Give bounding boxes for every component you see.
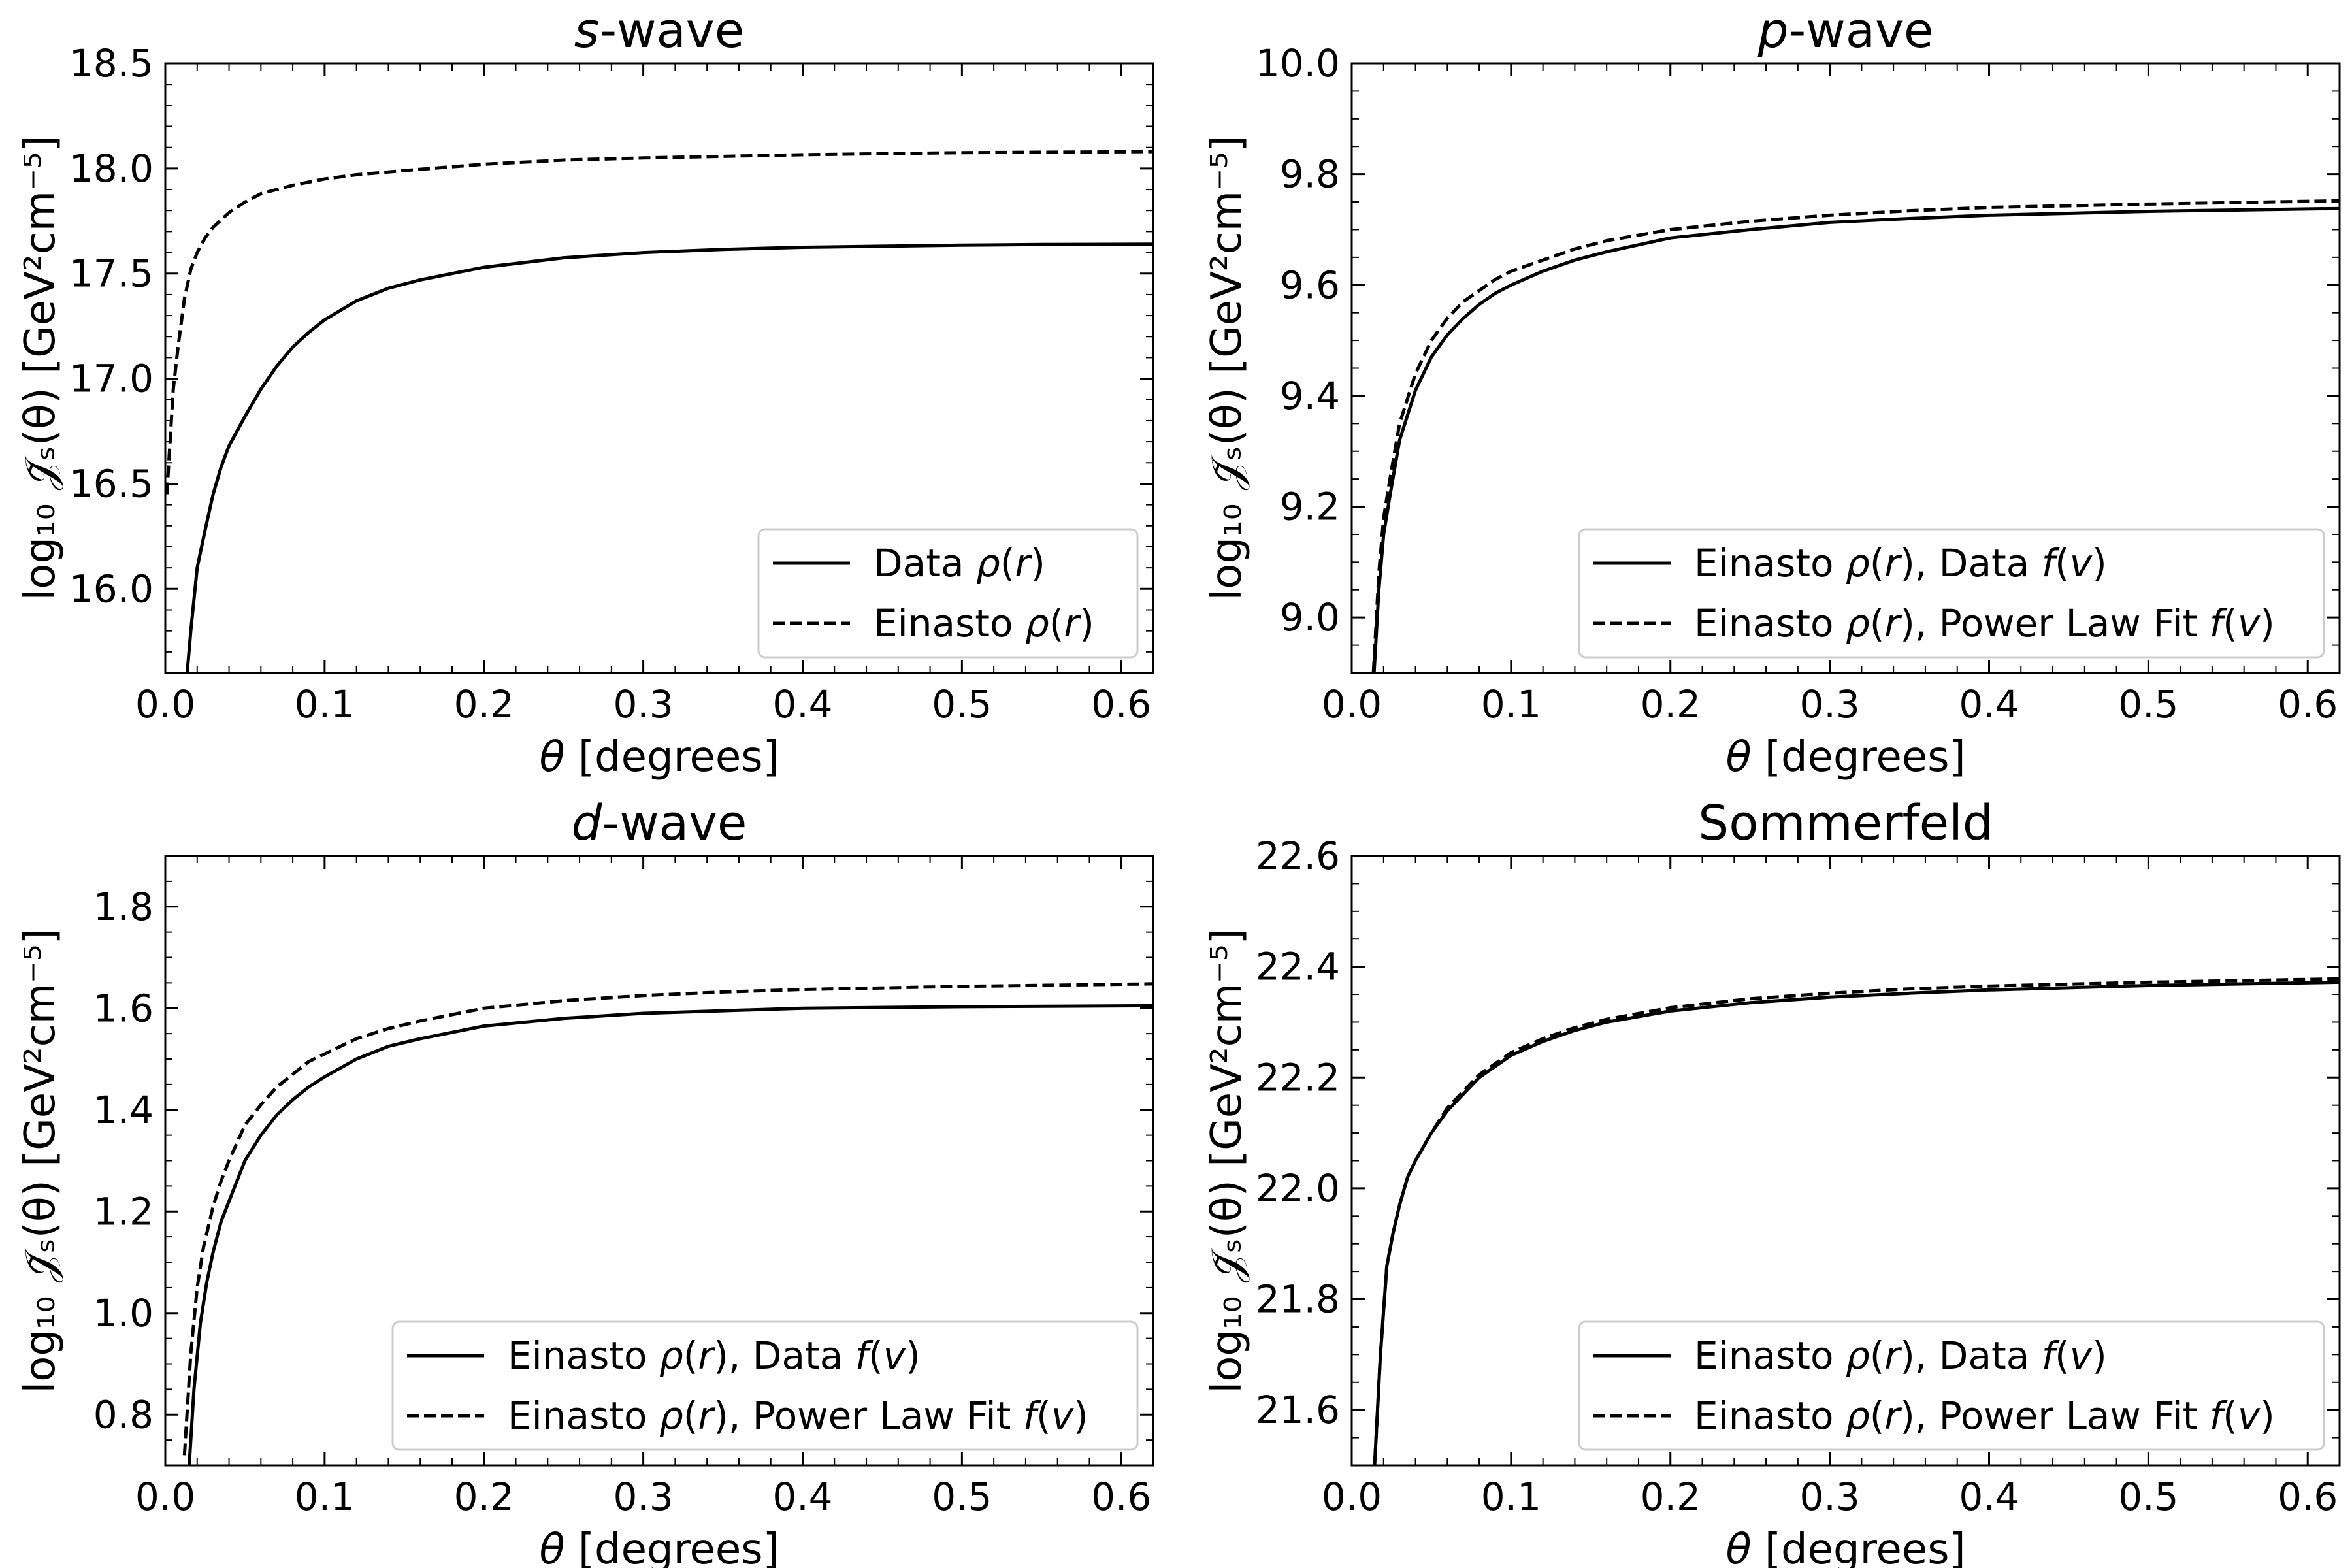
x-tick-label: 0.6	[1091, 1475, 1151, 1519]
x-tick-label: 0.1	[295, 682, 355, 727]
x-tick-label: 0.0	[135, 682, 195, 727]
y-tick-label: 17.5	[69, 252, 154, 296]
series-line-dashed	[1371, 199, 2340, 673]
y-axis-label: log₁₀ 𝒥̃ₛ(θ) [GeV²cm⁻⁵]	[1203, 928, 1251, 1393]
x-tick-label: 0.1	[295, 1475, 355, 1519]
y-axis-label: log₁₀ 𝒥̃ₛ(θ) [GeV²cm⁻⁵]	[1203, 135, 1251, 600]
y-tick-label: 22.0	[1256, 1166, 1340, 1211]
legend-box	[391, 1320, 1139, 1451]
legend-label: Einasto ρ(r), Data f(v)	[1694, 541, 2107, 585]
y-tick-label: 22.4	[1256, 945, 1340, 989]
chart-panel-4: 0.0 0.1 0.2 0.3 0.4 0.5 0.6 21.6 21.8 22.0 22.2 22.…	[1203, 795, 2341, 1568]
legend-label: Einasto ρ(r), Power Law Fit f(v)	[508, 1394, 1088, 1438]
plot-frame	[164, 62, 1154, 674]
series-line-solid	[188, 1004, 1153, 1465]
x-axis-label: θ [degrees]	[539, 1526, 779, 1568]
legend-label: Einasto ρ(r), Power Law Fit f(v)	[1694, 1394, 2275, 1438]
x-axis-label: θ [degrees]	[539, 733, 779, 781]
y-tick-label: 1.6	[93, 986, 154, 1030]
series-line-dashed	[165, 150, 1153, 495]
y-tick-label: 9.0	[1280, 595, 1340, 640]
x-tick-label: 0.0	[135, 1475, 195, 1519]
x-tick-label: 0.5	[932, 1475, 992, 1519]
x-tick-label: 0.2	[1641, 682, 1701, 727]
y-tick-label: 9.6	[1280, 263, 1340, 307]
x-tick-label: 0.5	[2118, 1475, 2178, 1519]
series-line-dashed	[182, 982, 1153, 1456]
y-tick-label: 18.0	[69, 146, 154, 191]
legend: Data ρ(r) Einasto ρ(r)	[757, 528, 1139, 659]
chart-panel-3: 0.0 0.1 0.2 0.3 0.4 0.5 0.6 0.8 1.0 1.2 1.4 1.6 1.8 d…	[16, 795, 1154, 1568]
x-tick-label: 0.6	[2278, 1475, 2338, 1519]
x-tick-label: 0.0	[1322, 682, 1382, 727]
y-tick-label: 16.0	[69, 566, 154, 611]
series-line-solid	[1372, 206, 2340, 673]
chart-panel-1: 0.0 0.1 0.2 0.3 0.4 0.5 0.6 16.0 16.5 17.0 17.5 18.…	[16, 3, 1154, 781]
x-tick-label: 0.3	[1799, 1475, 1859, 1519]
y-tick-label: 17.0	[69, 357, 154, 401]
x-tick-label: 0.2	[454, 682, 514, 727]
legend-label: Einasto ρ(r), Data f(v)	[1694, 1333, 2107, 1378]
y-axis-label: log₁₀ 𝒥̃ₛ(θ) [GeV²cm⁻⁵]	[16, 928, 65, 1393]
y-tick-label: 9.2	[1280, 485, 1340, 529]
y-tick-label: 0.8	[93, 1392, 154, 1437]
y-tick-label: 1.8	[93, 885, 154, 929]
x-axis-label: θ [degrees]	[1725, 733, 1965, 781]
chart-title: s-wave	[574, 3, 744, 59]
x-tick-label: 0.3	[1799, 682, 1859, 727]
x-tick-label: 0.3	[613, 1475, 673, 1519]
x-tick-label: 0.5	[932, 682, 992, 727]
y-tick-label: 1.2	[93, 1189, 154, 1233]
legend-label: Data ρ(r)	[874, 541, 1045, 585]
y-tick-label: 10.0	[1256, 41, 1340, 86]
y-tick-label: 1.4	[93, 1088, 154, 1132]
y-tick-label: 22.6	[1256, 834, 1340, 878]
chart-title: p-wave	[1757, 3, 1934, 59]
series-line-dashed	[1373, 977, 2340, 1465]
x-tick-label: 0.5	[2118, 682, 2178, 727]
y-tick-label: 22.2	[1256, 1055, 1340, 1100]
chart-title: Sommerfeld	[1698, 795, 1993, 851]
legend-label: Einasto ρ(r), Data f(v)	[508, 1333, 921, 1378]
y-tick-label: 21.6	[1256, 1388, 1340, 1432]
series-line-solid	[185, 242, 1153, 673]
x-tick-label: 0.0	[1322, 1475, 1382, 1519]
chart-panel-2: 0.0 0.1 0.2 0.3 0.4 0.5 0.6 9.0 9.2 9.4 9.6 9.8 10.0…	[1203, 3, 2341, 781]
legend-label: Einasto ρ(r), Power Law Fit f(v)	[1694, 601, 2275, 645]
y-tick-label: 18.5	[69, 41, 154, 86]
x-tick-label: 0.4	[1959, 1475, 2019, 1519]
legend-box	[1578, 528, 2325, 659]
x-tick-label: 0.4	[772, 682, 832, 727]
x-tick-label: 0.1	[1481, 682, 1541, 727]
x-tick-label: 0.1	[1481, 1475, 1541, 1519]
x-axis-label: θ [degrees]	[1725, 1526, 1965, 1568]
chart-title: d-wave	[572, 795, 747, 851]
legend: Einasto ρ(r), Data f(v) Einasto ρ(r), Pow…	[391, 1320, 1139, 1451]
x-tick-label: 0.2	[454, 1475, 514, 1519]
x-tick-label: 0.4	[1959, 682, 2019, 727]
x-tick-label: 0.6	[2278, 682, 2338, 727]
x-tick-label: 0.2	[1641, 1475, 1701, 1519]
x-tick-label: 0.3	[613, 682, 673, 727]
legend: Einasto ρ(r), Data f(v) Einasto ρ(r), Pow…	[1578, 1320, 2325, 1451]
y-tick-label: 9.8	[1280, 152, 1340, 197]
y-tick-label: 1.0	[93, 1291, 154, 1335]
y-tick-label: 21.8	[1256, 1277, 1340, 1322]
legend: Einasto ρ(r), Data f(v) Einasto ρ(r), Pow…	[1578, 528, 2325, 659]
y-tick-label: 9.4	[1280, 374, 1340, 418]
legend-label: Einasto ρ(r)	[874, 601, 1094, 645]
y-axis-label: log₁₀ 𝒥̃ₛ(θ) [GeV²cm⁻⁵]	[16, 135, 65, 600]
legend-box	[1578, 1320, 2325, 1451]
x-tick-label: 0.4	[772, 1475, 832, 1519]
y-tick-label: 16.5	[69, 461, 154, 506]
legend-box	[757, 528, 1139, 659]
x-tick-label: 0.6	[1091, 682, 1151, 727]
